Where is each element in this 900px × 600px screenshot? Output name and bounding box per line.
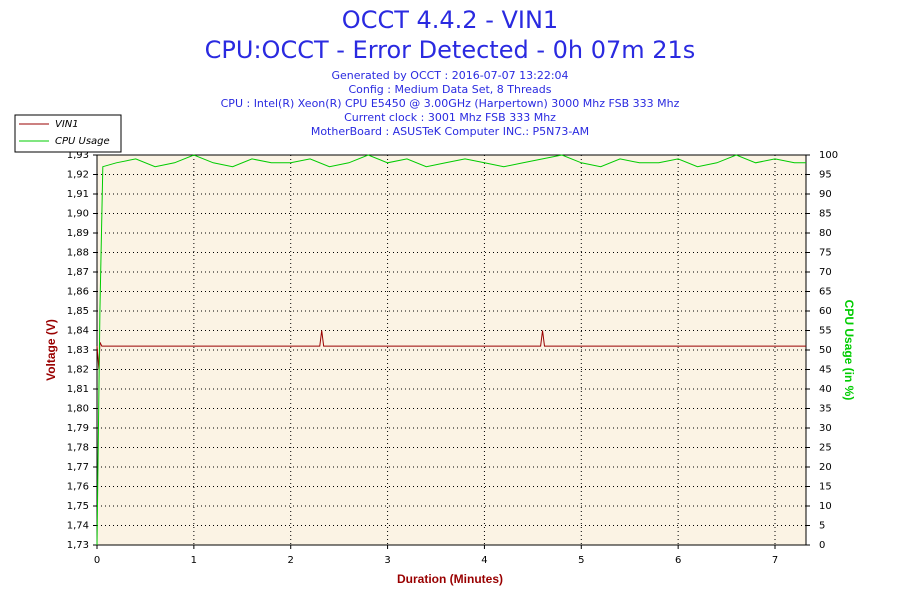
chart-subtitle: CPU:OCCT - Error Detected - 0h 07m 21s [205, 36, 696, 64]
y2-tick-label: 80 [819, 228, 832, 239]
y-tick-label: 1,90 [67, 209, 89, 220]
y-tick-label: 1,73 [67, 540, 89, 551]
y-tick-label: 1,93 [67, 150, 89, 161]
y-tick-label: 1,84 [67, 326, 89, 337]
y-tick-label: 1,83 [67, 345, 89, 356]
x-tick-label: 5 [578, 555, 584, 566]
y-tick-label: 1,82 [67, 365, 89, 376]
info-line: MotherBoard : ASUSTeK Computer INC.: P5N… [311, 125, 589, 138]
y2-tick-label: 25 [819, 443, 832, 454]
y2-tick-label: 40 [819, 384, 832, 395]
y-tick-label: 1,80 [67, 404, 89, 415]
y2-tick-label: 5 [819, 521, 825, 532]
y2-tick-label: 20 [819, 462, 832, 473]
y-axis-label: Voltage (V) [44, 319, 58, 381]
y2-tick-label: 15 [819, 482, 832, 493]
y2-tick-label: 10 [819, 501, 832, 512]
y2-tick-label: 50 [819, 345, 832, 356]
info-line: Generated by OCCT : 2016-07-07 13:22:04 [331, 69, 568, 82]
y2-tick-label: 95 [819, 170, 832, 181]
x-tick-label: 6 [675, 555, 681, 566]
y-tick-label: 1,76 [67, 482, 89, 493]
y2-tick-label: 70 [819, 267, 832, 278]
y-tick-label: 1,81 [67, 384, 89, 395]
x-tick-label: 1 [191, 555, 197, 566]
legend-box [14, 114, 122, 153]
y-tick-label: 1,87 [67, 267, 89, 278]
y2-axis-label: CPU Usage (in %) [842, 300, 856, 401]
x-tick-label: 0 [94, 555, 100, 566]
y-tick-label: 1,88 [67, 248, 89, 259]
info-line: CPU : Intel(R) Xeon(R) CPU E5450 @ 3.00G… [221, 97, 680, 110]
legend-label: CPU Usage [55, 136, 110, 147]
y2-tick-label: 75 [819, 248, 832, 259]
y2-tick-label: 100 [819, 150, 838, 161]
y-tick-label: 1,77 [67, 462, 89, 473]
y-tick-label: 1,85 [67, 306, 89, 317]
x-tick-label: 2 [288, 555, 294, 566]
y2-tick-label: 65 [819, 287, 832, 298]
chart-title: OCCT 4.4.2 - VIN1 [342, 6, 558, 34]
plot-area [97, 155, 806, 545]
y2-tick-label: 85 [819, 209, 832, 220]
y2-tick-label: 60 [819, 306, 832, 317]
y-tick-label: 1,89 [67, 228, 89, 239]
y-tick-label: 1,75 [67, 501, 89, 512]
x-tick-label: 3 [384, 555, 390, 566]
y-tick-label: 1,86 [67, 287, 89, 298]
y-tick-label: 1,78 [67, 443, 89, 454]
x-tick-label: 7 [772, 555, 778, 566]
y2-tick-label: 55 [819, 326, 832, 337]
y-tick-label: 1,79 [67, 423, 89, 434]
y2-tick-label: 30 [819, 423, 832, 434]
y-tick-label: 1,92 [67, 170, 89, 181]
legend-label: VIN1 [55, 119, 79, 130]
y2-tick-label: 90 [819, 189, 832, 200]
y2-tick-label: 0 [819, 540, 825, 551]
y-tick-label: 1,74 [67, 521, 89, 532]
info-line: Current clock : 3001 Mhz FSB 333 Mhz [344, 111, 556, 124]
y2-tick-label: 35 [819, 404, 832, 415]
y-tick-label: 1,91 [67, 189, 89, 200]
x-tick-label: 4 [481, 555, 487, 566]
series-line [96, 154, 806, 546]
x-axis-label: Duration (Minutes) [397, 572, 503, 586]
y2-tick-label: 45 [819, 365, 832, 376]
info-line: Config : Medium Data Set, 8 Threads [349, 83, 552, 96]
